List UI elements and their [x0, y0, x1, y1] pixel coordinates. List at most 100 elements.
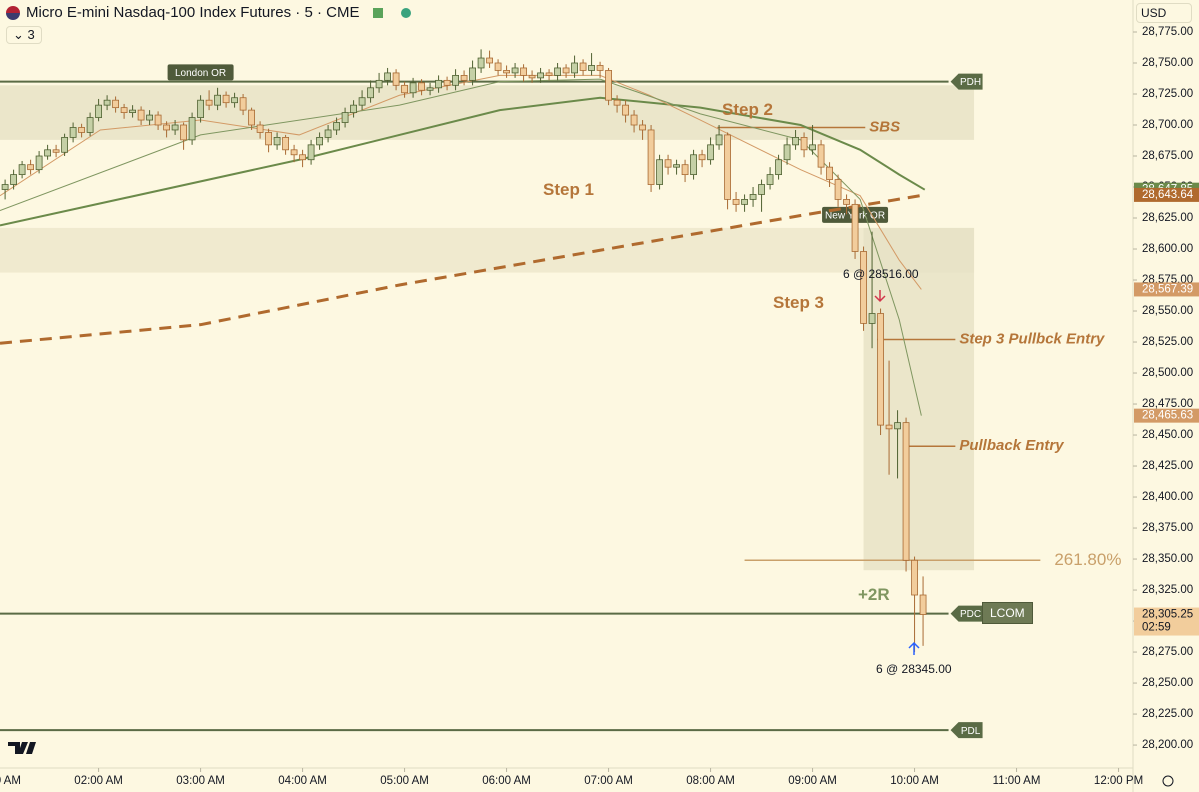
lcom-tag: LCOM	[982, 602, 1033, 624]
y-tick-label: 28,350.00	[1142, 553, 1193, 565]
annotation: Step 1	[543, 180, 595, 199]
candle-body	[35, 155, 43, 171]
y-tick-label: 28,425.00	[1142, 460, 1193, 472]
candle-body	[469, 67, 476, 81]
x-tick-label: 07:00 AM	[584, 775, 633, 787]
candle-body	[690, 154, 697, 176]
candle-body	[843, 199, 850, 205]
candle-body	[188, 117, 196, 141]
candle-body	[10, 174, 17, 185]
candle-body	[826, 166, 833, 180]
level-label: 261.80%	[1054, 550, 1121, 569]
candle-body	[520, 67, 527, 76]
x-tick-label: 04:00 AM	[278, 775, 327, 787]
y-tick-label: 28,400.00	[1142, 491, 1193, 503]
zone	[0, 227, 975, 273]
indicator-count[interactable]: ⌄ 3	[6, 26, 42, 44]
candle-body	[358, 97, 366, 106]
settings-icon[interactable]	[1162, 775, 1174, 787]
candle-body	[443, 79, 451, 86]
price-tag-label: 28,567.39	[1142, 283, 1193, 295]
x-tick-label: 10:00 AM	[890, 775, 939, 787]
candle-body	[503, 70, 510, 74]
candle-body	[409, 82, 417, 94]
candle-body	[129, 109, 136, 114]
symbol-title: Micro E-mini Nasdaq-100 Index Futures · …	[26, 4, 360, 21]
candle-body	[307, 144, 315, 161]
candle-body	[146, 114, 153, 121]
x-tick-label: 08:00 AM	[686, 775, 735, 787]
y-tick-label: 28,250.00	[1142, 677, 1193, 689]
candle-body	[537, 72, 544, 79]
price-tag-label: 28,305.25	[1142, 609, 1193, 621]
level-tag	[950, 605, 983, 622]
candle-body	[426, 87, 434, 91]
x-tick-label: 06:00 AM	[482, 775, 531, 787]
price-tag-label: 28,465.63	[1142, 410, 1193, 422]
zone-tag	[167, 64, 234, 81]
level-label: PDH	[960, 77, 981, 88]
candle-body	[316, 137, 323, 146]
candle-body	[197, 99, 204, 118]
candle-body	[579, 62, 587, 71]
y-tick-label: 28,275.00	[1142, 646, 1193, 658]
price-tag	[1134, 607, 1199, 636]
price-tag-label: 28,643.64	[1142, 189, 1194, 201]
x-tick-label: 09:00 AM	[788, 775, 837, 787]
candle-body	[154, 114, 162, 126]
y-tick-label: 28,475.00	[1142, 398, 1193, 410]
y-tick-label: 28,725.00	[1142, 88, 1193, 100]
candle-body	[732, 199, 740, 205]
candle-body	[214, 94, 221, 106]
y-tick-label: 28,450.00	[1142, 429, 1193, 441]
y-tick-label: 28,750.00	[1142, 57, 1193, 69]
y-tick-label: 28,525.00	[1142, 336, 1193, 348]
level-label: PDL	[961, 726, 981, 737]
candle-body	[775, 159, 782, 176]
candle-body	[741, 199, 748, 205]
candle-body	[180, 124, 187, 141]
sell-arrow	[874, 290, 886, 303]
candle-body	[647, 129, 655, 185]
candle-body	[494, 62, 502, 71]
candle-body	[418, 82, 425, 91]
candle-body	[860, 251, 867, 324]
y-tick-label: 28,225.00	[1142, 708, 1193, 720]
y-tick-label: 28,600.00	[1142, 243, 1193, 255]
candle-body	[27, 164, 34, 171]
candle-body	[528, 74, 536, 79]
candle-body	[231, 97, 238, 104]
candle-body	[809, 144, 816, 151]
candle-body	[52, 149, 60, 153]
candle-body	[401, 84, 408, 94]
candle-body	[885, 424, 893, 430]
candle-body	[630, 114, 638, 126]
level-label: Step 3 Pullbck Entry	[959, 331, 1105, 348]
candle-body	[783, 144, 791, 161]
indicator-line	[0, 78, 922, 416]
currency[interactable]: USD	[1136, 3, 1192, 23]
candle-body	[545, 72, 553, 76]
header: Micro E-mini Nasdaq-100 Index Futures · …	[6, 4, 412, 21]
y-tick-label: 28,625.00	[1142, 212, 1193, 224]
candle-body	[290, 149, 298, 156]
price-tag	[1134, 282, 1199, 297]
candle-body	[120, 107, 128, 114]
candle-body	[477, 57, 485, 69]
candle-body	[834, 179, 842, 200]
candle-body	[282, 137, 289, 151]
candle-body	[112, 99, 119, 109]
market-open	[401, 7, 412, 18]
axes: 28,200.00 28,225.00 28,250.00 28,275.00 28,3…	[0, 26, 1199, 787]
candle-body	[792, 137, 799, 146]
candle-body	[554, 67, 561, 76]
candle-body	[605, 70, 612, 101]
level-label: PDC	[960, 609, 981, 620]
candle-body	[95, 104, 102, 118]
annotation: Step 2	[722, 100, 774, 119]
annotation: Step 3	[773, 293, 825, 312]
candle-body	[571, 62, 578, 74]
candle-body	[299, 154, 306, 161]
candle-body	[758, 184, 765, 195]
